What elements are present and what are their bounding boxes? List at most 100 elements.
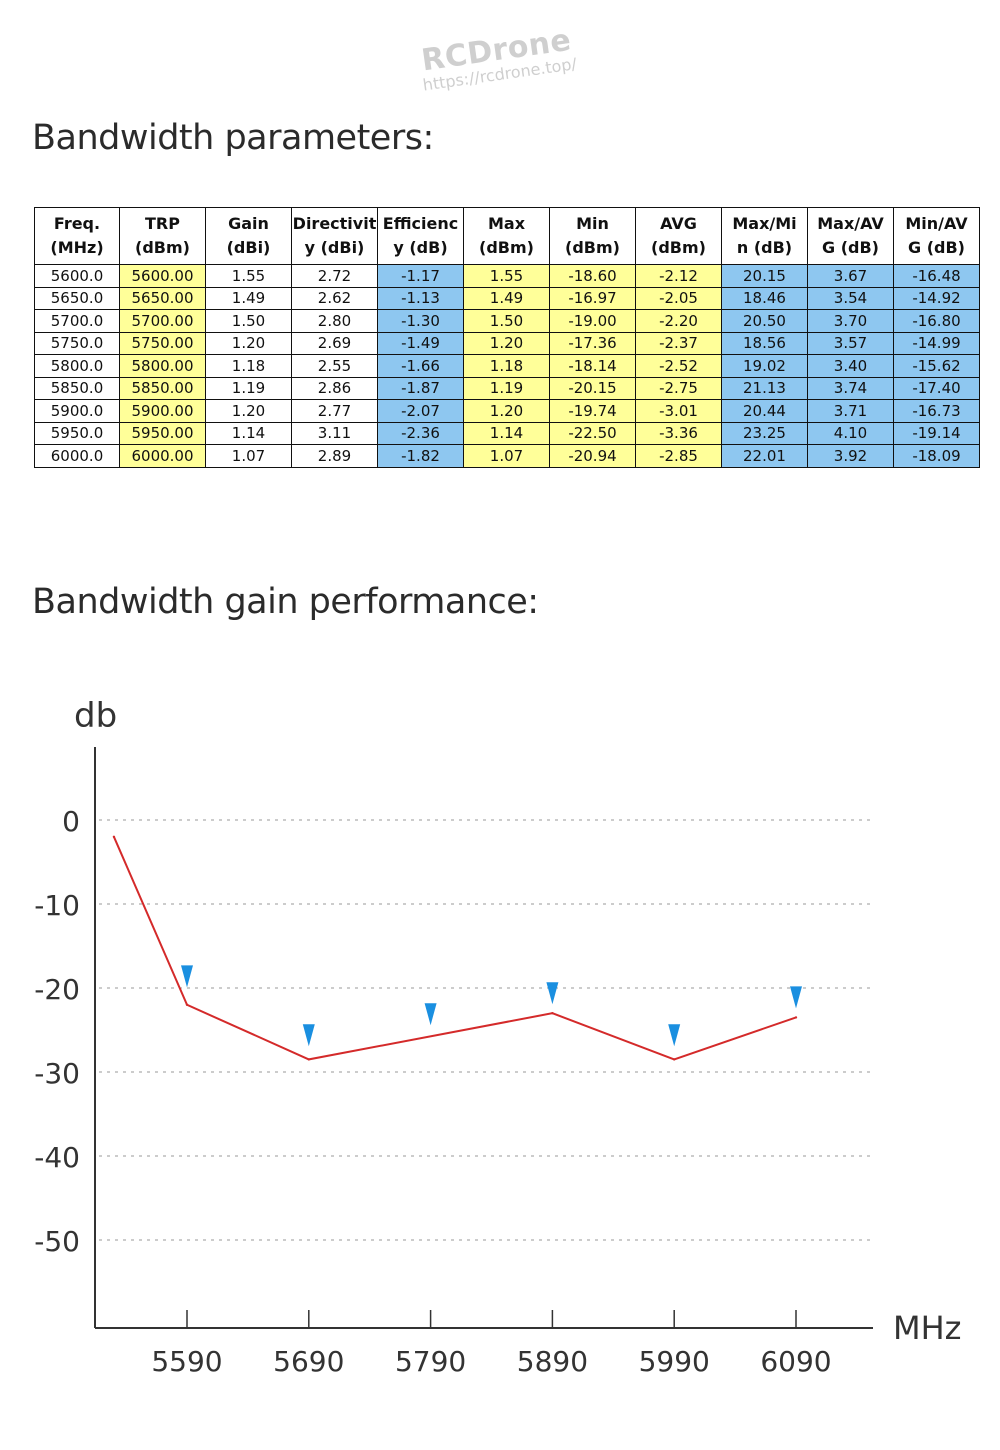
table-cell: 1.18	[205, 354, 292, 378]
watermark: RCDrone https://rcdrone.top/	[417, 23, 577, 94]
data-point	[112, 835, 116, 838]
table-cell: 1.55	[463, 264, 550, 288]
column-header: TRP (dBm)	[119, 207, 206, 265]
table-cell: 2.72	[291, 264, 378, 288]
table-cell: 5800.0	[34, 354, 120, 378]
table-cell: -16.48	[893, 264, 980, 288]
table-cell: 5950.00	[119, 421, 206, 445]
table-cell: 3.74	[807, 376, 894, 400]
bandwidth-gain-title: Bandwidth gain performance:	[32, 582, 539, 622]
column-header-line: n (dB)	[736, 238, 793, 257]
column-header: Max/AV G (dB)	[807, 207, 894, 265]
table-cell: -16.73	[893, 399, 980, 423]
column-header-line: Efficienc	[382, 214, 459, 233]
x-tick-label: 5890	[517, 1345, 588, 1378]
table-cell: 5650.00	[119, 286, 206, 310]
table-cell: 21.13	[721, 376, 808, 400]
column-header-line: Max/AV	[817, 214, 884, 233]
table-cell: 2.89	[291, 444, 378, 468]
y-tick-label: -50	[34, 1225, 80, 1258]
table-cell: 3.40	[807, 354, 894, 378]
bandwidth-parameters-table: Freq. (MHz) TRP (dBm) Gain (dBi) Directivit y (…	[34, 207, 980, 468]
data-point	[794, 1016, 798, 1019]
table-cell: 1.19	[205, 376, 292, 400]
triangle-marker	[668, 1024, 681, 1047]
table-cell: -19.00	[549, 309, 636, 333]
table-cell: 3.70	[807, 309, 894, 333]
triangle-marker	[424, 1003, 437, 1026]
table-cell: 1.07	[205, 444, 292, 468]
triangle-marker	[790, 986, 802, 1009]
table-cell: 6000.00	[119, 444, 206, 468]
table-cell: 2.62	[291, 286, 378, 310]
data-point	[185, 1003, 189, 1006]
table-cell: -15.62	[893, 354, 980, 378]
column-header-line: G (dB)	[822, 238, 879, 257]
table-cell: -19.14	[893, 421, 980, 445]
x-tick-label: 5590	[151, 1345, 222, 1378]
table-cell: 3.71	[807, 399, 894, 423]
table-cell: -1.30	[377, 309, 464, 333]
triangle-marker	[302, 1024, 315, 1047]
table-cell: -14.99	[893, 331, 980, 355]
x-axis-label: MHz	[893, 1309, 961, 1347]
table-row: 5750.0 5750.00 1.20 2.69 -1.49 1.20 -17.36 -2.3…	[34, 331, 980, 355]
table-cell: -18.60	[549, 264, 636, 288]
table-cell: -1.66	[377, 354, 464, 378]
y-tick-label: -40	[34, 1141, 80, 1174]
table-cell: 1.50	[463, 309, 550, 333]
table-cell: 3.92	[807, 444, 894, 468]
label-layer: 0 -10 -20 -30 -40 -50 5590 5690 5790 5890 5990 6090…	[34, 696, 961, 1378]
table-cell: 5950.0	[34, 421, 120, 445]
table-cell: -14.92	[893, 286, 980, 310]
x-tick-label: 5690	[273, 1345, 344, 1378]
column-header-line: (dBm)	[135, 238, 190, 257]
table-row: 5650.0 5650.00 1.49 2.62 -1.13 1.49 -16.97 -2.0…	[34, 286, 980, 310]
triangle-marker	[181, 965, 193, 988]
column-header-line: AVG	[660, 214, 697, 233]
table-row: 5850.0 5850.00 1.19 2.86 -1.87 1.19 -20.15 -2.7…	[34, 376, 980, 400]
table-cell: 5900.0	[34, 399, 120, 423]
series-line	[113, 836, 797, 1061]
column-header: Efficienc y (dB)	[377, 207, 464, 265]
table-cell: 1.14	[463, 421, 550, 445]
table-cell: -1.49	[377, 331, 464, 355]
table-cell: -2.12	[635, 264, 722, 288]
column-header-line: Max/Mi	[732, 214, 797, 233]
gain-chart: 0 -10 -20 -30 -40 -50 5590 5690 5790 5890 5990 6090…	[34, 696, 961, 1378]
table-cell: -20.15	[549, 376, 636, 400]
y-tick-label: -20	[34, 973, 80, 1006]
table-cell: -1.13	[377, 286, 464, 310]
table-cell: -2.36	[377, 421, 464, 445]
column-header: Max/Mi n (dB)	[721, 207, 808, 265]
table-cell: 1.49	[463, 286, 550, 310]
table-cell: 2.77	[291, 399, 378, 423]
column-header-line: Freq.	[53, 214, 101, 233]
column-header-line: Directivit	[292, 214, 377, 233]
column-header-line: Gain	[228, 214, 269, 233]
column-header-line: Min	[576, 214, 609, 233]
table-cell: 19.02	[721, 354, 808, 378]
table-cell: 3.11	[291, 421, 378, 445]
column-header: Directivit y (dBi)	[291, 207, 378, 265]
table-row: 5600.0 5600.00 1.55 2.72 -1.17 1.55 -18.60 -2.1…	[34, 264, 980, 288]
table-cell: 5700.00	[119, 309, 206, 333]
table-row: 6000.0 6000.00 1.07 2.89 -1.82 1.07 -20.94 -2.8…	[34, 444, 980, 468]
table-cell: 5650.0	[34, 286, 120, 310]
table-cell: 1.55	[205, 264, 292, 288]
table-cell: -2.75	[635, 376, 722, 400]
x-tick-label: 6090	[760, 1345, 831, 1378]
column-header: Max (dBm)	[463, 207, 550, 265]
table-cell: 1.20	[463, 331, 550, 355]
table-cell: -2.85	[635, 444, 722, 468]
table-cell: 3.54	[807, 286, 894, 310]
table-body: 5600.0 5600.00 1.55 2.72 -1.17 1.55 -18.60 -2.1…	[34, 264, 980, 468]
table-cell: 2.69	[291, 331, 378, 355]
table-cell: 6000.0	[34, 444, 120, 468]
data-point	[551, 1012, 554, 1015]
table-cell: 20.50	[721, 309, 808, 333]
table-row: 5900.0 5900.00 1.20 2.77 -2.07 1.20 -19.74 -3.0…	[34, 399, 980, 423]
column-header-line: Max	[487, 214, 526, 233]
table-cell: 23.25	[721, 421, 808, 445]
table-cell: -2.07	[377, 399, 464, 423]
